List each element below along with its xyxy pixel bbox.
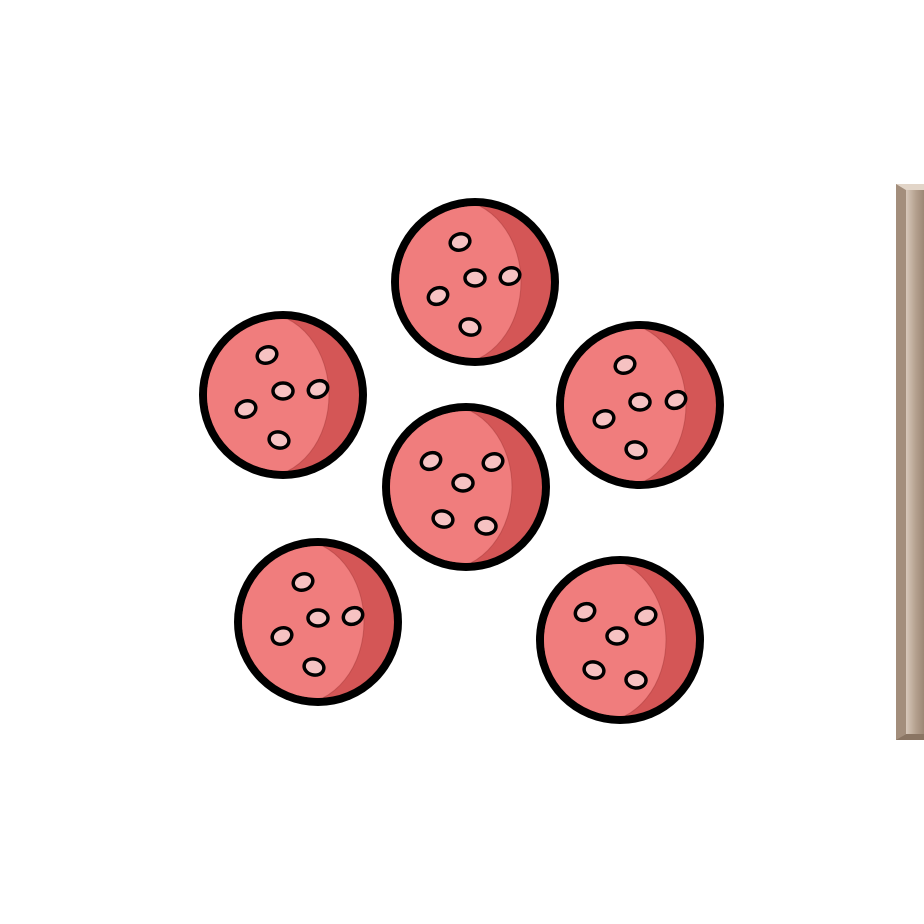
fat-spot-icon [431,509,455,529]
fat-spot-icon [306,378,330,400]
fat-spot-icon [234,398,258,420]
fat-spot-icon [267,430,291,450]
fat-spot-icon [341,605,365,627]
pepperoni-slices [199,198,724,724]
pepperoni-slice-icon [382,403,550,571]
pepperoni-slice-icon [199,311,367,479]
fat-spot-icon [613,354,637,376]
fat-spot-icon [605,626,629,646]
fat-spot-icon [451,473,475,493]
fat-spot-icon [624,440,648,460]
pepperoni-slice-icon [556,321,724,489]
fat-spot-icon [498,265,522,287]
fat-spot-icon [664,389,688,411]
fat-spot-icon [271,381,295,401]
edge-panel [896,184,924,740]
fat-spot-icon [463,268,487,288]
fat-spot-icon [582,660,606,680]
fat-spot-icon [448,232,472,252]
fat-spot-icon [573,601,597,623]
fat-spot-icon [634,605,658,627]
fat-spot-icon [481,451,505,473]
fat-spot-icon [426,285,450,307]
fat-spot-icon [419,450,443,472]
fat-spot-icon [474,516,498,536]
fat-spot-icon [302,657,326,677]
fat-spot-icon [458,317,482,337]
fat-spot-icon [255,344,279,366]
pepperoni-slice-icon [391,198,559,366]
fat-spot-icon [306,608,330,628]
fat-spot-icon [592,408,616,430]
fat-spot-icon [291,571,315,593]
pepperoni-slice-icon [536,556,704,724]
fat-spot-icon [624,670,648,690]
fat-spot-icon [628,392,652,412]
fat-spot-icon [270,625,294,647]
pepperoni-slice-icon [234,538,402,706]
